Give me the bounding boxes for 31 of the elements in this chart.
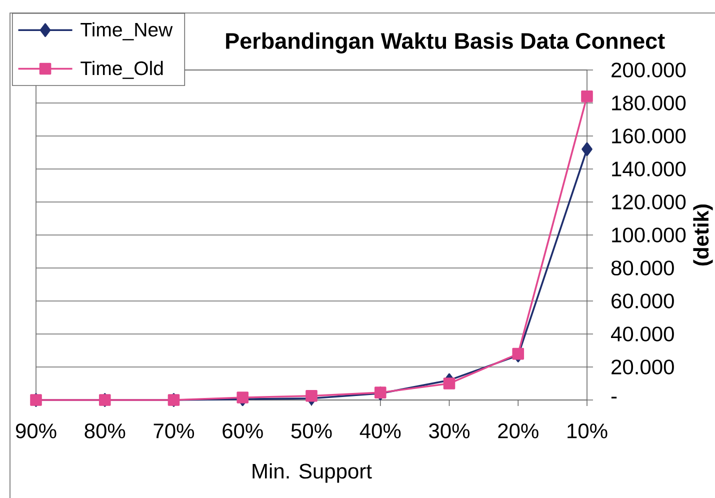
x-tick-label: 50%	[291, 424, 332, 438]
y-tick-label: 200.000	[612, 62, 686, 78]
x-tick-label: 10%	[568, 424, 608, 438]
y-tick-label: 120.000	[612, 194, 686, 210]
x-tick-label: 60%	[222, 424, 263, 438]
x-tick-label: 70%	[154, 424, 194, 438]
chart-title: Perbandingan Waktu Basis Data Connect	[226, 32, 665, 54]
y-tick-label: 40.000	[611, 326, 674, 342]
legend-label: Time_Old	[80, 60, 163, 79]
point	[443, 378, 456, 390]
y-axis-title: (detik)	[693, 204, 713, 266]
y-tick-label: -	[611, 396, 617, 398]
y-tick-label: 180.000	[612, 96, 686, 110]
x-tick-label: 90%	[16, 424, 56, 438]
y-tick-label: 80.000	[611, 260, 674, 276]
y-tick-label: 20.000	[612, 360, 674, 374]
x-tick-label: 80%	[84, 424, 126, 438]
y-tick-label: 100.000	[612, 228, 686, 242]
point	[582, 142, 592, 156]
x-axis-title: Min. Support	[252, 463, 372, 483]
point	[512, 348, 524, 360]
y-tick-label: 160.000	[612, 128, 686, 144]
y-tick-label: 60.000	[612, 294, 674, 308]
x-tick-label: 20%	[498, 424, 538, 438]
x-tick-label: 30%	[429, 424, 470, 438]
legend-label: Time_New	[80, 22, 173, 40]
point	[236, 392, 249, 404]
y-tick-label: 140.000	[612, 162, 686, 176]
point	[581, 90, 593, 102]
x-tick-label: 40%	[360, 424, 401, 438]
point	[306, 390, 318, 402]
